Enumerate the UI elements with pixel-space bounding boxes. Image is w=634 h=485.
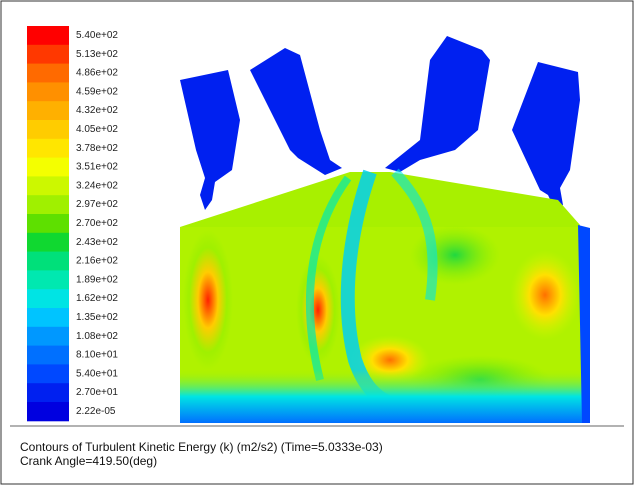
color-swatch — [27, 64, 69, 83]
color-swatch — [27, 364, 69, 383]
level-label: 2.22e-05 — [76, 406, 116, 417]
level-label: 4.05e+02 — [76, 124, 118, 135]
color-swatch — [27, 120, 69, 139]
level-label: 2.16e+02 — [76, 256, 118, 267]
level-label: 5.40e+01 — [76, 368, 118, 379]
caption-line: Crank Angle=419.50(deg) — [20, 454, 157, 468]
level-label: 1.35e+02 — [76, 312, 118, 323]
color-swatch — [27, 158, 69, 177]
caption-line: Contours of Turbulent Kinetic Energy (k)… — [20, 440, 383, 454]
color-swatch — [27, 195, 69, 214]
color-swatch — [27, 346, 69, 365]
level-label: 1.89e+02 — [76, 274, 118, 285]
color-swatch — [27, 26, 69, 45]
level-label: 8.10e+01 — [76, 350, 118, 361]
color-swatch — [27, 82, 69, 101]
color-swatch — [27, 101, 69, 120]
color-swatch — [27, 233, 69, 252]
color-swatch — [27, 402, 69, 421]
level-label: 4.59e+02 — [76, 86, 118, 97]
color-swatch — [27, 327, 69, 346]
color-swatch — [27, 45, 69, 64]
level-label: 2.97e+02 — [76, 199, 118, 210]
color-swatch — [27, 252, 69, 271]
color-swatch — [27, 383, 69, 402]
level-label: 3.24e+02 — [76, 180, 118, 191]
level-label: 3.78e+02 — [76, 143, 118, 154]
level-label: 3.51e+02 — [76, 162, 118, 173]
color-swatch — [27, 176, 69, 195]
level-label: 2.43e+02 — [76, 237, 118, 248]
level-label: 2.70e+02 — [76, 218, 118, 229]
level-label: 4.86e+02 — [76, 68, 118, 79]
color-swatch — [27, 308, 69, 327]
level-label: 5.13e+02 — [76, 49, 118, 60]
color-swatch — [27, 289, 69, 308]
color-swatch — [27, 214, 69, 233]
screenshot: 5.40e+02 5.13e+02 4.86e+02 4.59e+02 4.32e+02… — [0, 0, 634, 485]
color-swatch — [27, 139, 69, 158]
level-label: 4.32e+02 — [76, 105, 118, 116]
level-label: 2.70e+01 — [76, 387, 118, 398]
level-label: 5.40e+02 — [76, 30, 118, 41]
color-swatch — [27, 270, 69, 289]
level-label: 1.62e+02 — [76, 293, 118, 304]
level-label: 1.08e+02 — [76, 331, 118, 342]
